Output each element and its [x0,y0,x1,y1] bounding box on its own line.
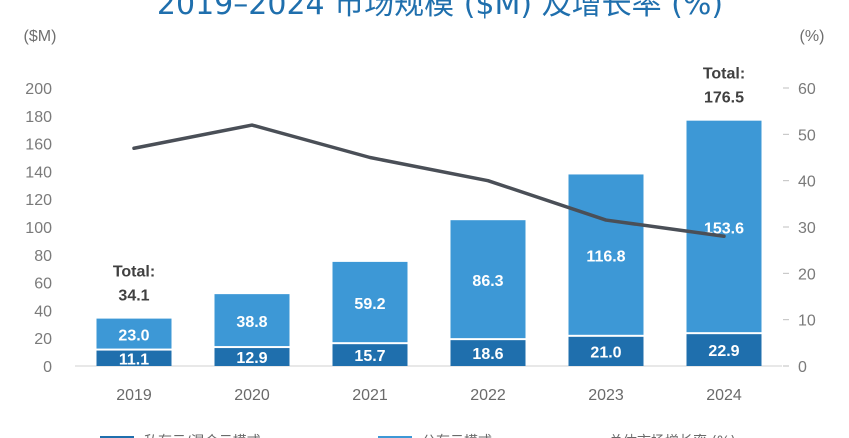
growth-rate-point [486,179,490,183]
bar-public-cloud [332,261,408,343]
growth-rate-point [132,146,136,150]
bar-public-cloud [96,318,172,349]
right-tick-label: 20 [798,266,816,283]
bar-private-hybrid-cloud [96,350,172,366]
data-label-public-cloud: 116.8 [586,249,625,266]
left-tick-label: 120 [25,192,52,209]
chart-title: 2019–2024 市场规模 ($M) 及增长率 (%) [157,0,723,22]
right-tick-label: 40 [798,174,816,191]
left-axis-ticks: 0 20 40 60 80 100 120 140 160 180 200 [25,81,52,376]
total-labels: Total: 34.1 Total: 176.5 [113,66,745,305]
legend-label: 公有云模式 [422,434,492,438]
data-label-private-hybrid-cloud: 18.6 [472,346,503,363]
category-label: 2024 [706,387,742,404]
left-tick-label: 80 [34,248,52,265]
left-tick-label: 20 [34,331,52,348]
data-label-public-cloud: 38.8 [236,314,267,331]
legend-swatch [100,436,134,438]
data-label-private-hybrid-cloud: 22.9 [708,343,739,360]
right-axis-ticks: 0 10 20 30 40 50 60 [783,81,816,376]
data-label-public-cloud: 59.2 [354,296,385,313]
data-label-private-hybrid-cloud: 21.0 [590,344,621,361]
left-tick-label: 60 [34,276,52,293]
data-label-public-cloud: 23.0 [118,328,149,345]
data-label-private-hybrid-cloud: 11.1 [119,351,149,368]
growth-rate-point [250,123,254,127]
growth-rate-point [722,234,726,238]
left-tick-label: 140 [25,164,52,181]
right-tick-label: 0 [798,359,807,376]
bar-public-cloud [450,220,526,339]
legend: 私有云/混合云模式 公有云模式 总体市场增长率 (%) [100,433,736,438]
growth-rate-point [368,156,372,159]
total-value-label: 176.5 [704,90,744,107]
category-label: 2021 [352,387,388,404]
category-labels: 2019 2020 2021 2022 2023 2024 [116,387,742,404]
right-tick-label: 30 [798,220,816,237]
bar-public-cloud [568,174,644,335]
left-tick-label: 180 [25,109,52,126]
legend-label: 总体市场增长率 (%) [609,433,736,438]
left-tick-label: 160 [25,137,52,154]
growth-rate-point [604,218,608,222]
bar-private-hybrid-cloud [214,348,290,366]
right-axis-unit: (%) [800,28,825,45]
growth-rate-series-line [132,123,726,239]
total-title-label: Total: [703,66,745,83]
data-label-private-hybrid-cloud: 15.7 [354,348,385,365]
bar-series: 11.1 23.0 12.9 38.8 15.7 59.2 18.6 86.3 21.0 116.… [96,120,762,368]
legend-label: 私有云/混合云模式 [144,434,261,438]
left-axis-unit: ($M) [24,28,57,45]
bar-private-hybrid-cloud [450,340,526,366]
total-value-label: 34.1 [118,288,149,305]
left-tick-label: 100 [25,220,52,237]
data-label-public-cloud: 86.3 [472,273,503,290]
left-tick-label: 0 [43,359,52,376]
total-title-label: Total: [113,264,155,281]
bar-private-hybrid-cloud [686,334,762,366]
bar-public-cloud [686,120,762,333]
bar-private-hybrid-cloud [568,336,644,366]
left-tick-label: 40 [34,303,52,320]
left-tick-label: 200 [25,81,52,98]
data-label-private-hybrid-cloud: 12.9 [236,350,267,367]
right-tick-label: 10 [798,313,816,330]
category-label: 2019 [116,387,152,404]
growth-rate-line [132,123,726,239]
bar-private-hybrid-cloud [332,344,408,366]
bar-public-cloud [214,294,290,347]
right-tick-label: 50 [798,127,816,144]
category-label: 2023 [588,387,624,404]
right-tick-label: 60 [798,81,816,98]
category-label: 2022 [470,387,506,404]
legend-swatch [378,436,412,438]
category-label: 2020 [234,387,270,404]
